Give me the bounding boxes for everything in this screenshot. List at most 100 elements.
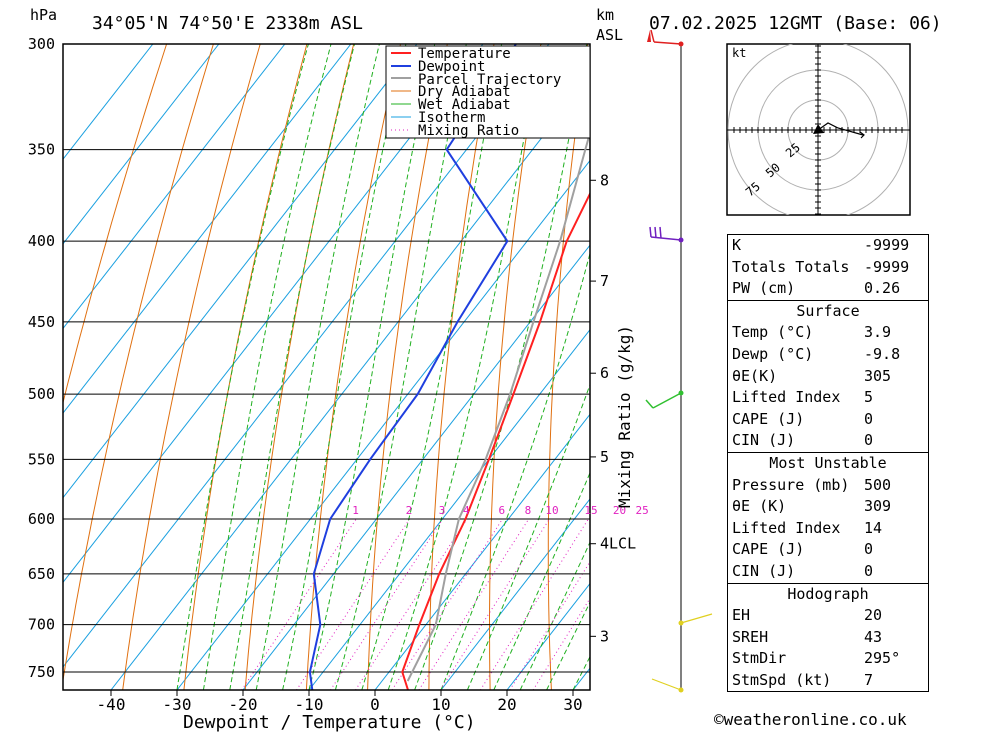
table-row: Lifted Index 14 xyxy=(728,518,928,540)
surface-section: Surface Temp (°C) 3.9 Dewp (°C) -9.8 θE(K)… xyxy=(728,299,928,452)
mixing-ratio-line xyxy=(439,518,550,690)
mixing-ratio-label: 1 xyxy=(352,504,359,517)
dry-adiabat-line xyxy=(244,44,355,690)
dry-adiabat-line xyxy=(489,44,542,690)
table-row: K -9999 xyxy=(728,235,928,257)
hodograph-storm-motion xyxy=(813,124,824,134)
mixing-ratio-label: 3 xyxy=(439,504,446,517)
km-axis: 3 4LCL 5 6 7 8 xyxy=(590,171,636,645)
section-title: Hodograph xyxy=(787,584,869,603)
wet-adiabat-line xyxy=(546,601,590,690)
wet-adiabat-line xyxy=(229,44,355,690)
index-value: 0.26 xyxy=(864,279,901,298)
mixing-ratio-line xyxy=(241,518,357,690)
table-row: Lifted Index 5 xyxy=(728,387,928,409)
series-parcel-trajectory xyxy=(406,129,590,682)
x-tick-label: 10 xyxy=(431,695,450,714)
legend-parcel: Parcel Trajectory xyxy=(418,72,561,88)
isobar-lines: 300 350 400 450 500 550 600 650 700 750 xyxy=(28,35,590,681)
pressure-tick-label: 350 xyxy=(28,141,55,159)
x-axis-title: Dewpoint / Temperature (°C) xyxy=(183,712,476,733)
dry-adiabat-line xyxy=(183,44,308,690)
indices-table: K -9999 Totals Totals -9999 PW (cm) 0.26 Su… xyxy=(727,234,929,693)
wet-adiabat-line xyxy=(334,44,467,690)
index-value: 0 xyxy=(864,431,874,450)
hodograph-unit: kt xyxy=(732,46,746,60)
table-row: CAPE (J) 0 xyxy=(728,539,928,561)
hodograph: kt 25 50 75 xyxy=(726,43,911,216)
x-tick-label: -40 xyxy=(97,695,126,714)
index-label: CIN (J) xyxy=(732,431,796,450)
hodograph-trace xyxy=(817,122,864,136)
dry-adiabat-line xyxy=(63,44,168,405)
index-value: 500 xyxy=(864,475,892,494)
asl-label: ASL xyxy=(596,26,623,44)
km-tick-label: 7 xyxy=(600,272,609,290)
credit-link[interactable]: ©weatheronline.co.uk xyxy=(714,710,907,729)
index-value: 0 xyxy=(864,540,874,559)
dry-adiabat-line xyxy=(661,44,682,690)
km-tick-label: 5 xyxy=(600,448,609,466)
dry-adiabat-line xyxy=(122,44,261,690)
x-tick-label: -10 xyxy=(295,695,324,714)
index-value: 0 xyxy=(864,561,874,580)
index-label: Lifted Index xyxy=(732,518,841,537)
pressure-tick-label: 700 xyxy=(28,616,55,634)
table-row: Pressure (mb) 500 xyxy=(728,475,928,497)
wet-adiabat-line xyxy=(176,44,309,690)
isotherm-line xyxy=(110,75,590,690)
isotherm-line xyxy=(440,498,590,690)
legend-temperature: Temperature xyxy=(418,46,511,62)
table-row: θE(K) 305 xyxy=(728,366,928,388)
index-label: EH xyxy=(732,606,751,625)
isotherm-line xyxy=(63,44,550,668)
legend-isotherm: Isotherm xyxy=(418,110,485,126)
table-row: EH 20 xyxy=(728,605,928,627)
mixing-ratio-label: 4 xyxy=(463,504,470,517)
legend-dewpoint: Dewpoint xyxy=(418,59,485,75)
axis-ticks: -40 -30 -20 -10 0 10 20 30 xyxy=(97,690,583,714)
hodograph-section: Hodograph EH 20 SREH 43 StmDir 295° StmSpd … xyxy=(728,582,928,692)
mixing-ratio-axis-title: Mixing Ratio (g/kg) xyxy=(615,325,634,508)
section-title: Surface xyxy=(796,301,860,320)
index-value: -9999 xyxy=(864,257,910,276)
index-label: PW (cm) xyxy=(732,279,796,298)
dry-adiabat-line xyxy=(428,44,495,690)
index-label: K xyxy=(732,236,742,254)
wet-adiabat-line xyxy=(414,44,588,690)
pressure-tick-label: 400 xyxy=(28,232,55,250)
x-tick-label: 20 xyxy=(497,695,516,714)
index-label: Pressure (mb) xyxy=(732,475,850,494)
table-row: StmSpd (kt) 7 xyxy=(728,670,928,692)
index-value: 14 xyxy=(864,518,883,537)
pressure-tick-label: 650 xyxy=(28,565,55,583)
index-value: 305 xyxy=(864,366,892,385)
mixing-ratio-label: 2 xyxy=(406,504,413,517)
table-row: Dewp (°C) -9.8 xyxy=(728,344,928,366)
legend-wet-adiabat: Wet Adiabat xyxy=(418,97,511,113)
index-value: 309 xyxy=(864,497,892,516)
index-label: SREH xyxy=(732,627,769,646)
km-tick-label: 8 xyxy=(600,171,609,189)
index-label: Totals Totals xyxy=(732,257,850,276)
section-title: Most Unstable xyxy=(769,453,887,472)
km-label: km xyxy=(596,6,614,24)
pressure-tick-label: 550 xyxy=(28,450,55,468)
mixing-ratio-label: 8 xyxy=(525,504,532,517)
wet-adiabat-line xyxy=(519,541,590,690)
mixing-ratio-label: 20 xyxy=(613,504,626,517)
mixing-ratio-line xyxy=(355,518,468,690)
mixing-ratio-line xyxy=(479,518,589,690)
mixing-ratio-labels: 1 2 3 4 6 8 10 15 20 25 xyxy=(352,504,649,517)
pressure-tick-label: 450 xyxy=(28,313,55,331)
isotherm-line xyxy=(374,413,590,690)
index-label: CAPE (J) xyxy=(732,409,805,428)
index-label: θE (K) xyxy=(732,497,787,516)
index-label: Lifted Index xyxy=(732,388,841,407)
mixing-ratio-line xyxy=(391,518,503,690)
mixing-ratio-line xyxy=(418,518,530,690)
table-row: StmDir 295° xyxy=(728,648,928,670)
x-tick-label: 30 xyxy=(563,695,582,714)
pressure-tick-label: 300 xyxy=(28,35,55,53)
